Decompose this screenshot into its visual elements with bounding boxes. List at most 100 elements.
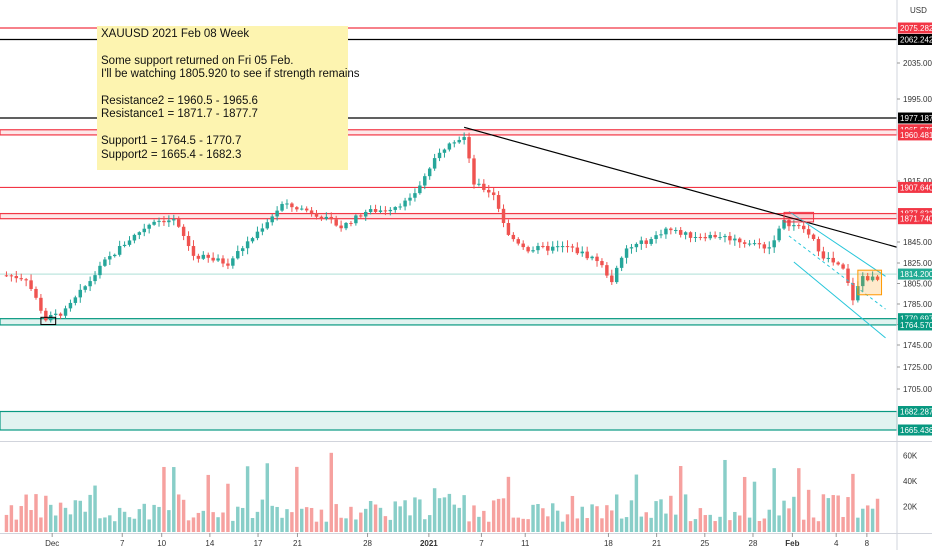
candle [639, 236, 644, 250]
note-title: XAUUSD 2021 Feb 08 Week [101, 28, 250, 40]
channel-middle[interactable] [788, 235, 886, 310]
candle [846, 264, 850, 286]
candle [713, 231, 717, 239]
candle [300, 205, 304, 211]
volume-bar [63, 507, 68, 532]
volume-bar [300, 508, 304, 532]
price-tick-label: 1845.000 [903, 238, 932, 247]
resistance-box[interactable] [783, 211, 815, 223]
volume-bar [290, 512, 294, 532]
time-tick-label: 28 [749, 539, 758, 548]
time-tick-label: 7 [479, 539, 484, 548]
time-tick-label: 21 [293, 539, 302, 548]
price-tag: 2075.282 [898, 22, 932, 34]
candle [570, 243, 575, 253]
candle [496, 191, 501, 213]
volume-bar [132, 518, 137, 532]
candle [649, 236, 653, 246]
time-axis[interactable]: Dec 7 10 14 17 21 28 2021 7 11 18 21 25 28 Feb 4 8 [0, 533, 932, 548]
volume-bar [147, 519, 151, 532]
candle [359, 213, 363, 218]
volume-bar [674, 514, 678, 532]
candle [68, 299, 73, 312]
candle [265, 218, 270, 230]
volume-bar [496, 498, 501, 532]
volume-bar [172, 467, 176, 532]
candle [723, 233, 727, 243]
volume-bar [659, 499, 663, 532]
candle [865, 272, 870, 282]
volume-bar [614, 494, 619, 532]
candle [733, 234, 737, 246]
candle [467, 132, 471, 163]
channel-lower[interactable] [793, 261, 886, 339]
candle [354, 214, 358, 226]
volume-bar [457, 507, 461, 532]
price-tag: 1770.697 [898, 313, 932, 325]
volume-bar [78, 500, 83, 532]
candle [767, 241, 771, 255]
volume-bar [427, 515, 432, 532]
volume-bar [432, 488, 437, 532]
candle [304, 206, 309, 213]
candle [373, 204, 378, 214]
time-tick-label: 7 [120, 539, 125, 548]
candle [816, 236, 821, 257]
resistance1-zone[interactable] [0, 212, 898, 220]
candle [398, 203, 402, 210]
volume-bar [34, 494, 38, 532]
analysis-note[interactable]: XAUUSD 2021 Feb 08 Week Some support ret… [97, 26, 360, 170]
trendline[interactable] [463, 126, 898, 248]
volume-bar [275, 506, 279, 532]
volume-bar [856, 517, 860, 532]
candle [629, 243, 634, 254]
candle [875, 274, 880, 282]
volume-bar [383, 516, 388, 532]
volume-bar [570, 495, 575, 532]
volume-bar [738, 515, 742, 532]
candle [117, 240, 122, 257]
volume-bar [619, 518, 624, 532]
support-box[interactable] [40, 316, 57, 326]
volume-bar [536, 504, 540, 532]
candle [295, 206, 299, 212]
volume-bar [575, 518, 580, 532]
volume-bar [9, 505, 14, 532]
volume-bar [49, 504, 53, 532]
candle [688, 231, 693, 243]
candle [708, 231, 712, 241]
volume-bar [398, 506, 402, 532]
volume-bar [216, 517, 220, 532]
candle [172, 214, 176, 226]
time-tick-label: 18 [604, 539, 613, 548]
volume-bar [718, 516, 722, 532]
volume-bar [787, 508, 791, 532]
candle [339, 220, 343, 232]
candle [63, 305, 68, 320]
candle [624, 245, 629, 264]
candle [452, 140, 457, 148]
candle [861, 272, 865, 292]
candle [83, 285, 87, 293]
candle [826, 252, 831, 263]
candle [4, 271, 9, 277]
volume-bar [688, 521, 693, 532]
volume-bar [610, 510, 614, 532]
support1-zone[interactable] [0, 318, 898, 326]
candle [432, 153, 437, 171]
support2-zone[interactable] [0, 410, 898, 431]
volume-bar [629, 500, 634, 532]
volume-bar [678, 466, 683, 532]
candle [290, 202, 294, 212]
volume-bar [19, 506, 23, 532]
note-resistance2: Resistance2 = 1960.5 - 1965.6 [101, 95, 258, 107]
candle [801, 220, 806, 233]
watch-box[interactable] [857, 269, 883, 296]
candle [610, 269, 614, 285]
candle [555, 240, 560, 252]
volume-bar [413, 497, 417, 532]
volume-bar [176, 494, 181, 532]
volume-bar [821, 494, 826, 532]
candle [506, 219, 511, 236]
